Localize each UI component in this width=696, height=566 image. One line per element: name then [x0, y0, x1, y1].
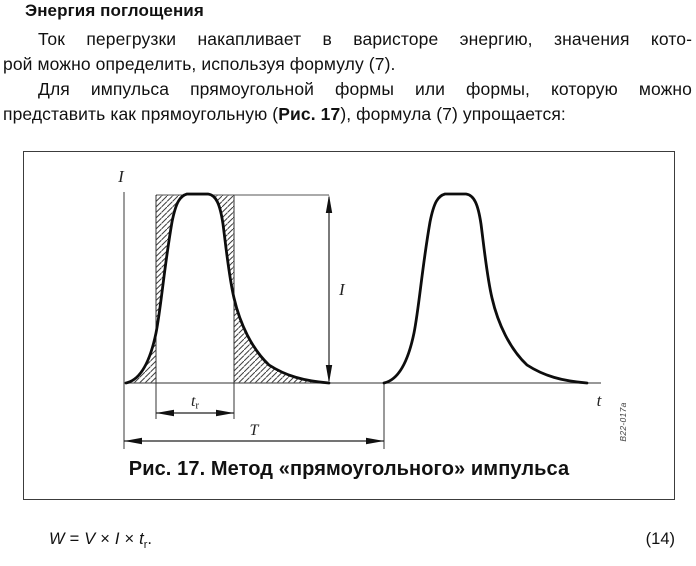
- section-heading: Энергия поглощения: [25, 1, 204, 20]
- pulse-width-dimension: [156, 409, 234, 417]
- equals-sign: =: [69, 530, 80, 548]
- multiply-sign: ×: [124, 530, 135, 548]
- formula-term: t: [139, 530, 144, 548]
- period-dimension: [124, 437, 384, 445]
- formula-subscript: r: [143, 539, 148, 551]
- formula-term: I: [114, 530, 120, 548]
- paragraph-line: Ток перегрузки накапливает в варисторе э…: [38, 29, 692, 49]
- period-label: T: [250, 422, 260, 439]
- paragraph-line: Для импульса прямоугольной формы или фор…: [38, 79, 692, 99]
- paragraph-line: представить как прямоугольную (Рис. 17),…: [3, 102, 692, 127]
- formula-term: V: [84, 530, 96, 548]
- formula-period: .: [147, 530, 152, 548]
- paragraph-text: представить как прямоугольную (: [3, 104, 279, 124]
- equation-number: (14): [645, 530, 675, 548]
- figure-box: I t I tr T Рис. 17. Метод «прямоугольног…: [23, 151, 675, 500]
- figure-caption: Рис. 17. Метод «прямоугольного» импульса: [128, 458, 570, 480]
- x-axis-label: t: [597, 391, 603, 410]
- paragraph-line: рой можно определить, используя формулу …: [3, 54, 396, 74]
- amplitude-dimension: [325, 195, 333, 383]
- amplitude-label: I: [338, 280, 346, 299]
- pulse-width-label: tr: [191, 393, 199, 412]
- y-axis-label: I: [117, 167, 125, 186]
- pulse-curve-2: [382, 192, 589, 385]
- body-text: Ток перегрузки накапливает в варисторе э…: [3, 27, 692, 127]
- paragraph-text: ), формула (7) упрощается:: [340, 104, 566, 124]
- figure-reference: Рис. 17: [278, 104, 341, 124]
- pulse-curve-1: [124, 192, 331, 385]
- formula-term: W: [49, 530, 65, 548]
- figure-watermark-code: B22-017a: [618, 402, 628, 442]
- formula: W = V × I × tr.: [49, 530, 152, 551]
- multiply-sign: ×: [100, 530, 110, 548]
- pulse-diagram: I t I tr T: [117, 167, 603, 449]
